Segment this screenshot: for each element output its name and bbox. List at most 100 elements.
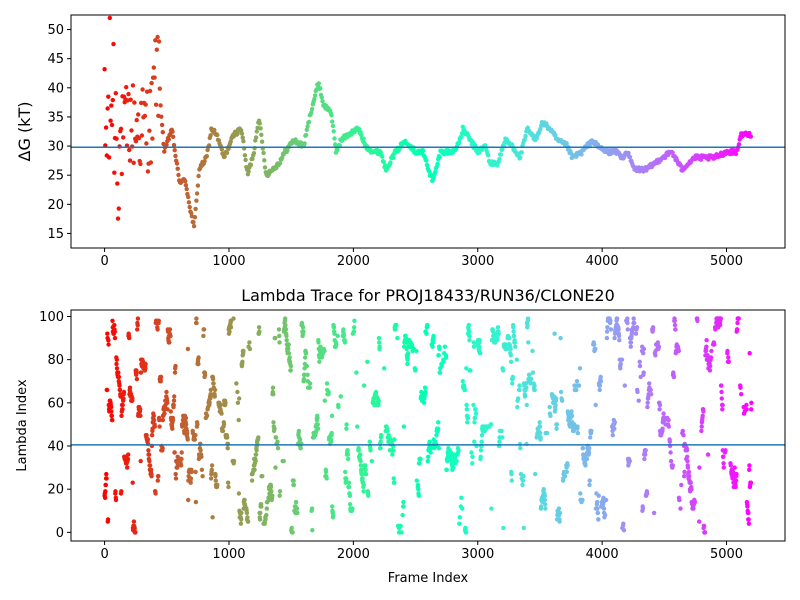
- lambda-point: [326, 389, 331, 395]
- delta-g-point: [132, 100, 137, 105]
- lambda-point: [527, 372, 532, 377]
- lambda-point: [398, 523, 403, 529]
- lambda-point: [744, 407, 749, 412]
- lambda-point: [112, 322, 117, 328]
- lambda-point: [749, 400, 754, 405]
- lambda-point: [225, 446, 230, 451]
- lambda-point: [462, 387, 467, 393]
- delta-g-point: [175, 166, 180, 171]
- lambda-point: [478, 351, 483, 356]
- lambda-point: [464, 402, 469, 408]
- lambda-point: [393, 327, 398, 332]
- lambda-point: [260, 474, 265, 479]
- lambda-trace-axes-frame: [70, 309, 786, 542]
- delta-g-point: [456, 140, 462, 145]
- delta-g-point: [261, 150, 266, 156]
- delta-g-point: [155, 34, 160, 40]
- lambda-point: [295, 510, 300, 516]
- lambda-point: [479, 433, 485, 438]
- lambda-point: [305, 372, 310, 377]
- lambda-point: [148, 467, 154, 472]
- delta-g-point: [109, 103, 114, 108]
- delta-g-point: [119, 171, 125, 177]
- lambda-point: [283, 322, 288, 328]
- lambda-point: [185, 437, 190, 442]
- lambda-point: [732, 465, 737, 470]
- lambda-point: [400, 512, 405, 518]
- lambda-point: [512, 340, 517, 345]
- lambda-point: [747, 463, 752, 468]
- lambda-point: [130, 396, 135, 401]
- lambda-point: [257, 329, 262, 334]
- delta-g-point: [134, 117, 139, 123]
- delta-g-point: [388, 160, 393, 165]
- lambda-point: [301, 376, 307, 382]
- lambda-point: [211, 381, 216, 386]
- delta-g-point: [164, 142, 169, 148]
- delta-g-point: [262, 165, 268, 170]
- delta-g-point: [109, 122, 115, 128]
- lambda-point: [515, 396, 521, 401]
- y-tick-label: 50: [47, 23, 64, 38]
- lambda-point: [530, 370, 536, 375]
- lambda-point: [526, 340, 531, 345]
- lambda-point: [425, 322, 430, 328]
- lambda-point: [680, 428, 685, 434]
- lambda-point: [391, 448, 396, 453]
- lambda-point: [721, 454, 726, 459]
- lambda-point: [618, 361, 623, 367]
- lambda-point: [593, 402, 598, 408]
- lambda-point: [103, 489, 108, 494]
- delta-g-point: [435, 161, 440, 167]
- lambda-point: [616, 327, 621, 332]
- lambda-point: [315, 422, 320, 427]
- delta-g-point: [522, 137, 527, 142]
- lambda-point: [508, 346, 513, 352]
- lambda-point: [156, 474, 161, 479]
- lambda-point: [310, 528, 315, 533]
- lambda-point: [378, 439, 383, 444]
- lambda-point: [296, 428, 302, 434]
- lambda-point: [264, 506, 269, 511]
- lambda-point: [612, 335, 617, 341]
- delta-g-point: [579, 152, 584, 157]
- delta-g-point: [194, 198, 199, 203]
- delta-g-point: [127, 158, 133, 163]
- lambda-point: [253, 452, 259, 457]
- lambda-point: [361, 383, 367, 388]
- delta-g-point: [258, 126, 263, 131]
- lambda-point: [738, 385, 743, 390]
- lambda-point: [401, 424, 407, 429]
- lambda-point: [641, 346, 647, 352]
- lambda-point: [472, 420, 477, 425]
- lambda-point: [270, 493, 275, 498]
- lambda-point: [144, 433, 149, 438]
- lambda-point: [643, 452, 648, 457]
- lambda-point: [302, 355, 308, 360]
- lambda-point: [167, 327, 173, 332]
- delta-g-point: [587, 143, 592, 148]
- delta-g-point: [259, 132, 264, 137]
- lambda-point: [504, 346, 509, 352]
- lambda-point: [554, 422, 560, 427]
- lambda-point: [465, 415, 470, 421]
- lambda-point: [692, 499, 698, 505]
- lambda-point: [489, 422, 494, 427]
- lambda-point: [436, 446, 442, 451]
- lambda-point: [580, 446, 586, 451]
- lambda-point: [569, 409, 574, 414]
- lambda-point: [120, 407, 125, 412]
- lambda-point: [554, 426, 559, 431]
- lambda-point: [179, 450, 184, 455]
- delta-g-point: [250, 156, 255, 162]
- delta-g-point: [202, 159, 207, 164]
- lambda-point: [719, 389, 724, 395]
- lambda-point: [490, 329, 496, 334]
- lambda-point: [521, 525, 526, 531]
- lambda-point: [401, 499, 406, 505]
- delta-g-point: [224, 150, 230, 155]
- lambda-point: [537, 420, 542, 425]
- lambda-point: [143, 361, 148, 367]
- lambda-point: [283, 316, 288, 321]
- lambda-point: [574, 379, 580, 384]
